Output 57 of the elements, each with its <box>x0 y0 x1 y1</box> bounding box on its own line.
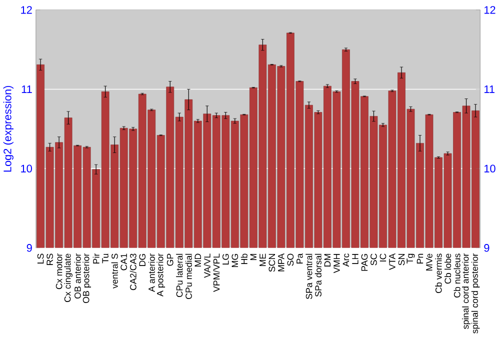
x-tick-label: VMH <box>334 254 340 274</box>
x-tick-label: Cb vermis <box>435 254 442 294</box>
x-tick-label: PAG <box>361 254 368 271</box>
x-tick-label: DM <box>324 254 331 266</box>
x-tick-label: Cx motor <box>56 253 62 290</box>
x-tick-label: VA/VL <box>204 254 210 278</box>
x-tick-label: Pir <box>92 253 100 264</box>
x-tick-label: ventral S <box>111 254 118 288</box>
x-tick-label: Hb <box>240 254 248 264</box>
x-tick-label: A posterior <box>156 253 166 296</box>
x-tick-label: Tg <box>406 254 415 264</box>
x-tick-label: IC <box>380 254 386 262</box>
x-tick-label: SC <box>370 254 377 266</box>
x-tick-label: RS <box>46 254 53 265</box>
x-tick-label: Cb nucleus <box>454 254 460 298</box>
x-tick-label: CA2/CA3 <box>130 254 136 290</box>
x-tick-label: GP <box>166 254 174 266</box>
x-tick-label: Arc <box>342 254 350 267</box>
y-tick-label: 9 <box>26 244 32 252</box>
x-tick-label: Cx cingulate <box>64 254 72 302</box>
x-tick-label: A anterior <box>148 253 155 292</box>
x-tick-label: Tu <box>102 254 108 264</box>
y2-tick-label: 10 <box>484 164 496 172</box>
y-tick-label: 10 <box>21 164 32 172</box>
x-tick-label: SO <box>287 254 294 266</box>
x-tick-label: MPA <box>278 253 284 272</box>
x-tick-label: MD <box>194 254 201 266</box>
x-tick-label: spinal cord posterior <box>471 253 480 334</box>
x-tick-label: SPa ventral <box>306 254 312 300</box>
x-tick-label: OB anterior <box>74 253 81 299</box>
x-tick-label: VPM/VPL <box>213 254 220 292</box>
x-tick-label: LG <box>222 254 229 264</box>
x-tick-label: CPu medial <box>185 254 192 299</box>
x-tick-label: VTA <box>389 253 396 270</box>
x-tick-label: CA1 <box>120 254 128 270</box>
x-tick-label: Cb lobe <box>444 254 452 284</box>
x-tick-label: M <box>250 254 256 260</box>
x-tick-label: CPu lateral <box>176 254 183 297</box>
x-tick-label: OB posterior <box>82 253 91 303</box>
y2-tick-label: 11 <box>484 85 494 93</box>
x-tick-label: SN <box>398 254 405 266</box>
x-tick-label: Pn <box>416 254 424 264</box>
y-axis-title: Log2 (expression) <box>3 86 14 172</box>
y2-tick-label: 9 <box>484 244 490 252</box>
x-tick-label: Pa <box>296 253 303 264</box>
y2-tick-label: 12 <box>484 6 496 14</box>
x-tick-label: ME <box>260 254 266 266</box>
y-tick-label: 12 <box>21 6 32 14</box>
y-tick-label: 11 <box>22 85 32 93</box>
x-tick-label: DG <box>139 254 146 266</box>
x-tick-label: spinal cord anterior <box>462 253 470 329</box>
x-tick-label: MVe <box>426 254 432 270</box>
x-tick-label: SPa dorsal <box>314 254 322 297</box>
x-tick-label: LS <box>37 254 44 264</box>
x-tick-label: SCN <box>268 254 276 272</box>
x-tick-label: MG <box>232 254 238 267</box>
x-tick-label: LH <box>352 254 358 264</box>
